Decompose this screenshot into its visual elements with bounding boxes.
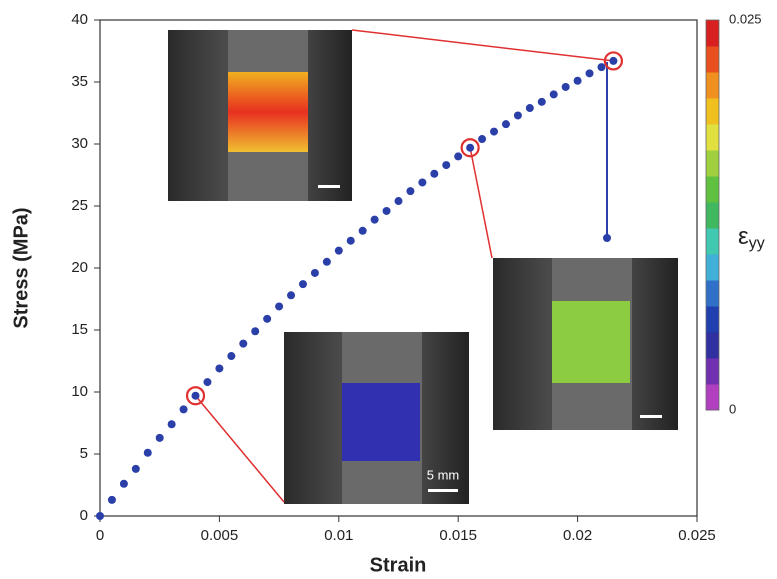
point	[119, 479, 128, 488]
colorbar-swatch	[706, 358, 719, 385]
point	[167, 420, 176, 429]
x-tick-label: 0.025	[678, 527, 716, 544]
x-tick-label: 0	[96, 527, 104, 544]
colorbar-swatch	[706, 254, 719, 281]
point	[143, 448, 152, 457]
point	[346, 236, 355, 245]
point	[501, 120, 510, 129]
y-tick-label: 20	[71, 259, 88, 276]
point	[107, 495, 116, 504]
point	[227, 352, 236, 361]
point	[298, 280, 307, 289]
inset-right	[493, 258, 678, 430]
colorbar-tick-label: 0	[729, 401, 736, 416]
colorbar-swatch	[706, 384, 719, 411]
colorbar-frame	[705, 19, 720, 411]
colorbar-swatch	[706, 20, 719, 47]
y-tick-label: 5	[80, 445, 88, 462]
point	[573, 76, 582, 85]
point	[561, 82, 570, 91]
colorbar-swatch	[706, 150, 719, 177]
x-tick-label: 0.015	[439, 527, 477, 544]
point	[418, 178, 427, 187]
point	[263, 314, 272, 323]
point	[96, 512, 104, 520]
point	[131, 464, 140, 473]
point	[370, 215, 379, 224]
point	[382, 206, 391, 215]
colorbar-swatch	[706, 228, 719, 255]
connector	[194, 395, 285, 503]
point	[215, 364, 224, 373]
point	[179, 405, 188, 414]
y-tick-label: 40	[71, 11, 88, 28]
y-tick-label: 0	[80, 507, 88, 524]
point	[537, 97, 546, 106]
y-tick-label: 25	[71, 197, 88, 214]
point	[609, 56, 618, 65]
point	[251, 327, 260, 336]
point	[525, 104, 534, 113]
point	[155, 433, 164, 442]
point	[334, 246, 343, 255]
y-axis-title: Stress (MPa)	[10, 207, 32, 328]
point	[454, 152, 463, 161]
scale-bar-label: 5 mm	[427, 467, 460, 482]
colorbar-swatch	[706, 306, 719, 333]
annotation-dot	[603, 234, 611, 242]
point	[549, 90, 558, 99]
x-tick-label: 0.01	[324, 527, 353, 544]
point	[442, 161, 451, 170]
point	[310, 268, 319, 277]
point	[358, 226, 367, 235]
point	[466, 143, 475, 152]
point	[322, 257, 331, 266]
point	[203, 378, 212, 387]
colorbar-swatch	[706, 176, 719, 203]
point	[394, 197, 403, 206]
x-axis-title: Strain	[370, 554, 427, 576]
highlight-ring	[185, 386, 206, 406]
point	[597, 63, 606, 72]
point	[513, 111, 522, 120]
point	[430, 169, 439, 178]
point	[287, 291, 296, 300]
colorbar-swatch	[706, 46, 719, 73]
colorbar-label: εyy	[738, 223, 765, 252]
colorbar-swatch	[706, 202, 719, 229]
point	[490, 127, 499, 136]
colorbar-swatch	[706, 332, 719, 359]
connector	[351, 29, 614, 62]
point	[585, 69, 594, 78]
point	[406, 187, 415, 196]
x-tick-label: 0.005	[201, 527, 239, 544]
point	[239, 339, 248, 348]
colorbar-swatch	[706, 72, 719, 99]
x-tick-label: 0.02	[563, 527, 592, 544]
point	[275, 302, 284, 311]
highlight-ring	[460, 138, 480, 158]
highlight-ring	[603, 51, 624, 71]
y-tick-label: 30	[71, 135, 88, 152]
colorbar-swatch	[706, 98, 719, 125]
connector	[469, 147, 493, 259]
point	[478, 135, 487, 144]
colorbar-swatch	[706, 280, 719, 307]
inset-top	[168, 30, 352, 201]
y-tick-label: 15	[71, 321, 88, 338]
point	[191, 391, 200, 400]
y-tick-label: 10	[71, 383, 88, 400]
inset-bottom: 5 mm	[284, 332, 469, 504]
colorbar-swatch	[706, 124, 719, 151]
y-tick-label: 35	[71, 73, 88, 90]
colorbar-tick-label: 0.025	[729, 11, 762, 26]
